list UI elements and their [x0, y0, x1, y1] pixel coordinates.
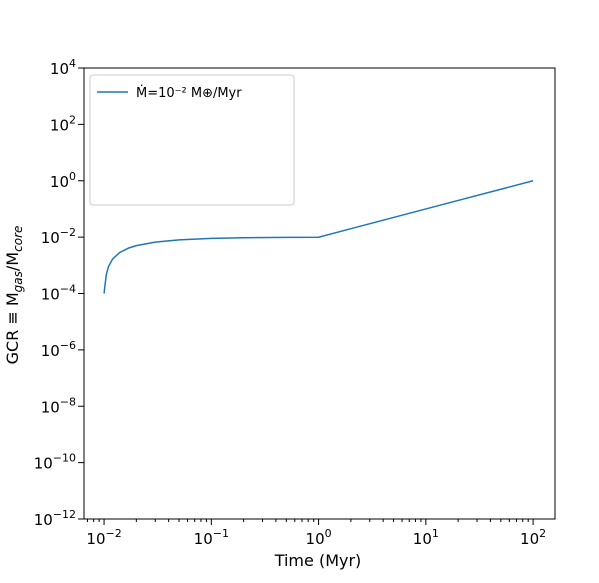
- series-layer: [103, 180, 534, 294]
- x-tick-label: 10−1: [194, 527, 229, 548]
- y-tick-label-exp: 2: [69, 113, 76, 126]
- y-tick-label: 10−10: [34, 452, 76, 473]
- y-tick-label: 10−4: [41, 283, 76, 304]
- x-axis-ticks: 10−2 10−1 100 101 102: [86, 519, 546, 548]
- x-tick-label: 100: [306, 527, 332, 548]
- y-tick-label-exp: −12: [53, 508, 76, 521]
- y-tick-label-base: 10: [41, 342, 60, 360]
- y-tick-label: 100: [50, 170, 76, 191]
- y-tick-label-base: 10: [41, 398, 60, 416]
- x-tick-label-exp: −1: [213, 527, 229, 540]
- y-tick-label: 102: [50, 113, 76, 134]
- y-tick-label: 10−8: [41, 395, 76, 416]
- y-tick-label-base: 10: [50, 60, 69, 78]
- y-tick-label: 10−6: [41, 339, 76, 360]
- y-tick-label: 104: [50, 57, 76, 78]
- y-tick-label-base: 10: [34, 511, 53, 529]
- x-tick-label-base: 10: [413, 530, 432, 548]
- x-tick-label-exp: 1: [432, 527, 439, 540]
- y-tick-label-base: 10: [41, 229, 60, 247]
- y-tick-label: 10−2: [41, 226, 76, 247]
- y-tick-label-base: 10: [50, 173, 69, 191]
- y-axis-label: GCR ≡ Mgas/Mcore: [3, 226, 25, 365]
- x-tick-label-exp: 2: [539, 527, 546, 540]
- y-tick-label-exp: −6: [60, 339, 76, 352]
- legend-box: [89, 74, 295, 206]
- y-axis-label-slash: /M: [3, 252, 22, 271]
- y-tick-label-base: 10: [41, 286, 60, 304]
- y-tick-label-exp: −2: [60, 226, 76, 239]
- x-tick-label-exp: 0: [325, 527, 332, 540]
- x-tick-label: 10−2: [86, 527, 121, 548]
- y-axis-label-sub-core: core: [11, 226, 25, 252]
- x-tick-label-base: 10: [306, 530, 325, 548]
- y-axis-label-sub-gas: gas: [11, 271, 25, 292]
- y-tick-label: 10−12: [34, 508, 76, 529]
- y-tick-label-exp: −8: [60, 395, 76, 408]
- x-tick-label: 101: [413, 527, 439, 548]
- y-tick-label-exp: −10: [53, 452, 76, 465]
- x-axis-label: Time (Myr): [274, 551, 362, 570]
- y-tick-label-exp: 4: [69, 57, 76, 70]
- x-tick-label-exp: −2: [106, 527, 122, 540]
- y-tick-label-exp: −4: [60, 283, 76, 296]
- x-tick-label-base: 10: [86, 530, 105, 548]
- y-tick-label-base: 10: [34, 455, 53, 473]
- legend-label: Ṁ=10⁻² M⊕/Myr: [136, 85, 242, 101]
- x-tick-label-base: 10: [194, 530, 213, 548]
- y-tick-label-base: 10: [50, 116, 69, 134]
- y-tick-label-exp: 0: [69, 170, 76, 183]
- series-line: [103, 180, 534, 294]
- legend: Ṁ=10⁻² M⊕/Myr: [89, 74, 295, 206]
- x-tick-label-base: 10: [520, 530, 539, 548]
- x-tick-label: 102: [520, 527, 546, 548]
